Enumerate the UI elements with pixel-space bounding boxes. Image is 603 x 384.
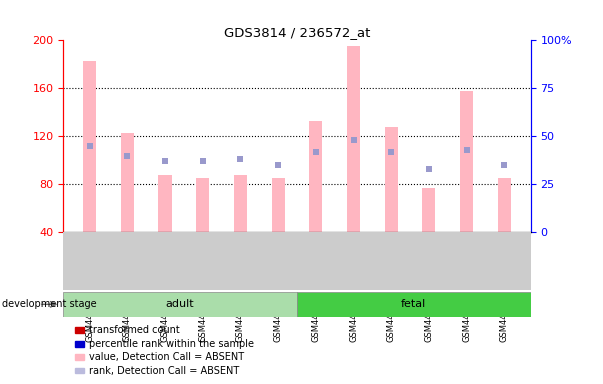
Point bbox=[462, 147, 472, 153]
Text: development stage: development stage bbox=[2, 299, 96, 310]
Point bbox=[424, 166, 434, 172]
Bar bbox=[63, 292, 297, 317]
Point bbox=[198, 158, 207, 164]
Bar bbox=[297, 292, 531, 317]
Point bbox=[499, 162, 509, 168]
Point bbox=[349, 137, 358, 143]
Bar bbox=[497, 178, 511, 232]
Bar bbox=[271, 178, 285, 232]
Text: transformed count: transformed count bbox=[89, 325, 180, 335]
Bar bbox=[460, 91, 473, 232]
Point bbox=[387, 149, 396, 155]
Bar bbox=[83, 61, 96, 232]
Text: value, Detection Call = ABSENT: value, Detection Call = ABSENT bbox=[89, 352, 244, 362]
Point bbox=[236, 156, 245, 162]
Text: adult: adult bbox=[166, 299, 194, 310]
Bar bbox=[234, 175, 247, 232]
Text: rank, Detection Call = ABSENT: rank, Detection Call = ABSENT bbox=[89, 366, 239, 376]
Point bbox=[311, 149, 321, 155]
Point bbox=[160, 158, 170, 164]
Title: GDS3814 / 236572_at: GDS3814 / 236572_at bbox=[224, 26, 370, 39]
Bar bbox=[347, 46, 360, 232]
Point bbox=[273, 162, 283, 168]
Bar bbox=[309, 121, 323, 232]
Bar bbox=[196, 178, 209, 232]
Point bbox=[85, 143, 95, 149]
Bar bbox=[385, 127, 398, 232]
Bar bbox=[121, 133, 134, 232]
Text: fetal: fetal bbox=[401, 299, 426, 310]
Bar bbox=[159, 175, 172, 232]
Text: percentile rank within the sample: percentile rank within the sample bbox=[89, 339, 254, 349]
Bar bbox=[422, 188, 435, 232]
Point bbox=[122, 152, 132, 159]
